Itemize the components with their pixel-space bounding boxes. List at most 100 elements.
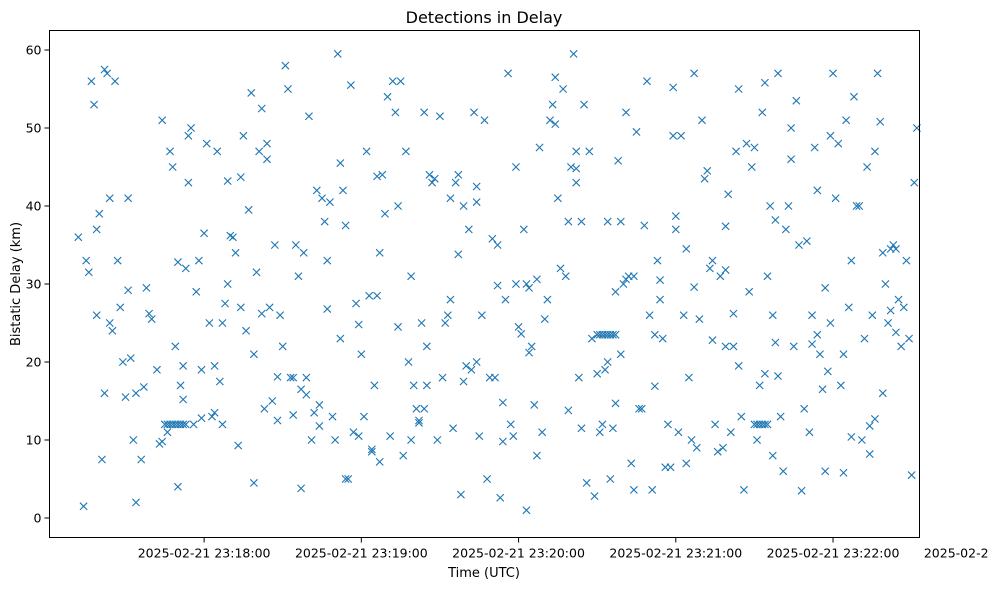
y-tick-label: 60 (26, 43, 42, 58)
data-point (606, 475, 615, 483)
data-point (753, 436, 762, 444)
data-point (532, 275, 541, 284)
data-point (501, 295, 510, 304)
data-point (842, 116, 851, 125)
data-point (899, 303, 908, 312)
data-point (726, 428, 735, 437)
data-point (629, 272, 638, 281)
data-point (577, 424, 586, 433)
data-point (147, 315, 156, 324)
data-point (349, 428, 358, 437)
data-point (226, 231, 235, 240)
data-point (876, 117, 885, 126)
data-point (200, 229, 209, 238)
data-point (388, 77, 397, 86)
data-point (774, 69, 782, 78)
data-point (635, 404, 644, 413)
data-point (671, 212, 680, 221)
data-point (247, 88, 256, 97)
data-point (412, 404, 421, 413)
data-point (821, 283, 830, 292)
data-point (380, 209, 389, 218)
data-point (611, 330, 620, 339)
data-point (179, 361, 188, 370)
data-point (734, 85, 743, 93)
data-point (179, 420, 188, 429)
data-point (215, 377, 224, 386)
data-point (590, 492, 599, 501)
data-point (359, 412, 368, 421)
data-point (121, 393, 130, 402)
data-point (472, 198, 481, 207)
data-point (721, 342, 730, 351)
x-tick-label: 2025-02-21 23:22:00 (767, 546, 900, 561)
data-point (907, 471, 916, 480)
data-point (278, 342, 287, 351)
data-point (498, 437, 507, 446)
data-point (111, 77, 120, 86)
data-point (414, 418, 423, 427)
data-point (818, 385, 827, 394)
data-point (566, 163, 575, 171)
data-point (367, 445, 376, 454)
data-point (328, 412, 337, 421)
y-tick-label: 10 (26, 433, 42, 448)
data-point (493, 241, 502, 249)
data-point (839, 468, 848, 477)
data-point (263, 139, 271, 148)
data-point (297, 484, 306, 493)
data-point (763, 420, 772, 429)
data-point (616, 217, 625, 226)
data-point (173, 482, 182, 491)
data-point (362, 147, 371, 156)
data-point (315, 421, 324, 430)
data-point (446, 194, 455, 203)
data-point (312, 186, 321, 195)
x-tick-label: 2025-02-21 23:18:00 (138, 546, 271, 561)
data-point (653, 256, 662, 265)
data-point (425, 170, 434, 179)
data-point (375, 248, 384, 257)
data-point (407, 272, 416, 281)
data-point (844, 303, 853, 312)
data-point (260, 404, 269, 413)
data-point (863, 163, 872, 171)
data-point (449, 424, 458, 433)
data-point (137, 455, 146, 464)
data-point (551, 120, 560, 129)
data-point (470, 108, 479, 117)
data-point (373, 172, 382, 181)
data-point (800, 404, 809, 413)
data-point (435, 112, 444, 121)
data-point (270, 241, 279, 249)
data-point (708, 336, 717, 345)
data-point (428, 178, 437, 187)
data-point (82, 256, 91, 265)
data-point (207, 412, 216, 421)
data-point (771, 338, 780, 347)
data-point (758, 108, 767, 117)
data-point (826, 319, 835, 327)
data-point (396, 77, 405, 86)
data-point (905, 334, 914, 343)
data-point (650, 382, 659, 391)
data-point (574, 373, 583, 382)
data-point (884, 319, 893, 327)
data-point (509, 432, 518, 441)
data-point (168, 163, 177, 171)
data-point (113, 256, 122, 265)
data-point (708, 256, 717, 265)
data-point (747, 163, 756, 171)
y-tick-label: 40 (26, 199, 42, 214)
data-point (580, 100, 589, 109)
data-point (344, 475, 353, 483)
data-point (532, 451, 541, 460)
data-point (695, 315, 704, 324)
data-point (105, 194, 114, 203)
data-point (422, 381, 431, 390)
data-point (857, 436, 866, 444)
data-point (179, 395, 188, 404)
data-point (750, 143, 759, 152)
data-point (139, 382, 148, 391)
data-point (375, 457, 384, 466)
